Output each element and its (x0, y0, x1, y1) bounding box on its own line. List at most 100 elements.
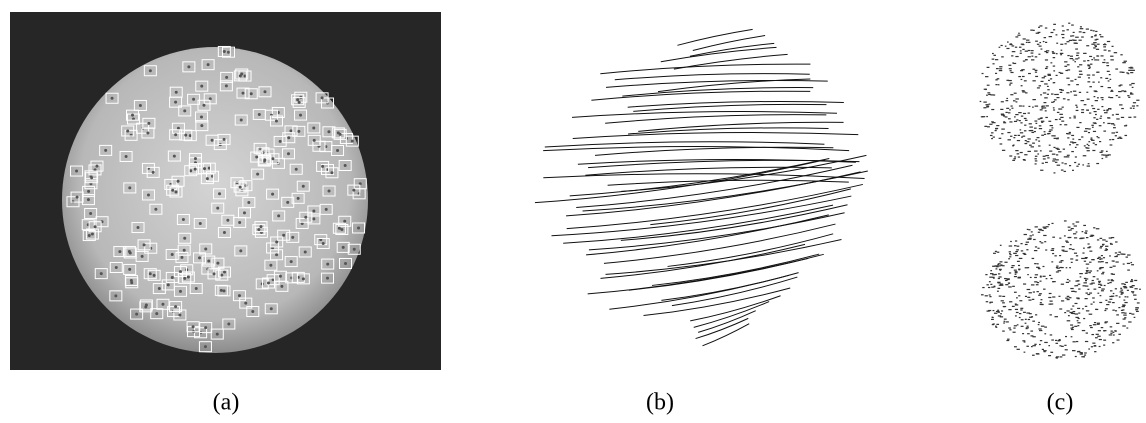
point (1008, 84, 1011, 86)
point (1108, 74, 1111, 76)
point (1033, 130, 1036, 133)
point (1086, 74, 1091, 76)
point (1058, 295, 1061, 297)
trajectory (620, 204, 848, 241)
point (1014, 156, 1017, 158)
particle-box (277, 229, 291, 241)
point (1067, 137, 1070, 139)
point (1100, 97, 1104, 99)
point (1099, 34, 1102, 36)
point (1048, 144, 1051, 146)
particle-box (109, 261, 123, 273)
point (1069, 244, 1072, 246)
point (1070, 327, 1074, 329)
particle (90, 232, 94, 236)
point (1032, 99, 1036, 101)
point (1121, 306, 1125, 308)
point (1066, 295, 1070, 297)
particle (282, 233, 286, 237)
point (1131, 69, 1135, 71)
particle (257, 112, 261, 116)
point (1030, 346, 1033, 348)
particle-box (352, 222, 366, 234)
point (1056, 97, 1060, 99)
point (1072, 142, 1075, 144)
point (1136, 302, 1140, 304)
point (1031, 316, 1034, 318)
point (1078, 39, 1082, 41)
point (1110, 280, 1115, 282)
particle (148, 69, 152, 73)
point (1065, 281, 1070, 283)
particle-box (291, 192, 305, 204)
point (1084, 257, 1088, 259)
point (1044, 59, 1049, 61)
point (994, 273, 997, 276)
point (995, 127, 999, 130)
point (1044, 27, 1048, 29)
point (1076, 280, 1080, 282)
point (1083, 145, 1086, 147)
point (1016, 260, 1020, 262)
particle (222, 289, 226, 293)
point (1061, 354, 1066, 356)
point (1009, 109, 1011, 111)
point (1010, 266, 1014, 269)
point (1051, 101, 1054, 103)
particle (114, 265, 118, 269)
particle (183, 109, 187, 113)
particle (187, 65, 191, 69)
particle (93, 225, 97, 229)
particle-box (173, 285, 187, 297)
point (1093, 227, 1096, 229)
point (1081, 231, 1084, 233)
point (1106, 303, 1110, 306)
point (1083, 60, 1086, 62)
particle (157, 287, 161, 291)
particle-box (123, 263, 137, 275)
point (1015, 98, 1019, 100)
point (1071, 248, 1075, 251)
point (1118, 306, 1121, 309)
point (986, 115, 988, 118)
point (997, 281, 1001, 283)
point (1086, 267, 1089, 269)
point (1087, 243, 1090, 245)
point (1034, 263, 1037, 265)
particle-box (299, 211, 313, 223)
point (1072, 341, 1076, 343)
point (1103, 330, 1106, 332)
point (1103, 284, 1106, 287)
particle (327, 189, 331, 193)
point (1048, 296, 1052, 299)
point (1061, 266, 1064, 269)
point (1083, 130, 1088, 132)
point (1001, 149, 1006, 151)
particle-box (295, 217, 309, 229)
particle-box (133, 99, 147, 111)
point (1077, 283, 1081, 285)
particle-box (187, 93, 201, 105)
point (1069, 267, 1071, 269)
point (990, 94, 994, 96)
point (1005, 284, 1009, 286)
point (1072, 305, 1075, 307)
particle-box (298, 246, 312, 258)
point (1097, 108, 1100, 110)
point (1059, 237, 1062, 239)
point (1044, 83, 1048, 85)
point (1070, 336, 1073, 338)
point (1014, 245, 1017, 247)
point (1017, 276, 1021, 278)
point (1049, 124, 1053, 127)
particle-box (70, 191, 84, 203)
point (1015, 150, 1019, 152)
point (989, 302, 992, 304)
point (1040, 48, 1043, 50)
point (1119, 291, 1122, 293)
trajectory (657, 78, 811, 93)
point (1088, 348, 1090, 350)
point (1044, 97, 1048, 99)
point (1089, 292, 1093, 294)
point (1032, 336, 1036, 338)
